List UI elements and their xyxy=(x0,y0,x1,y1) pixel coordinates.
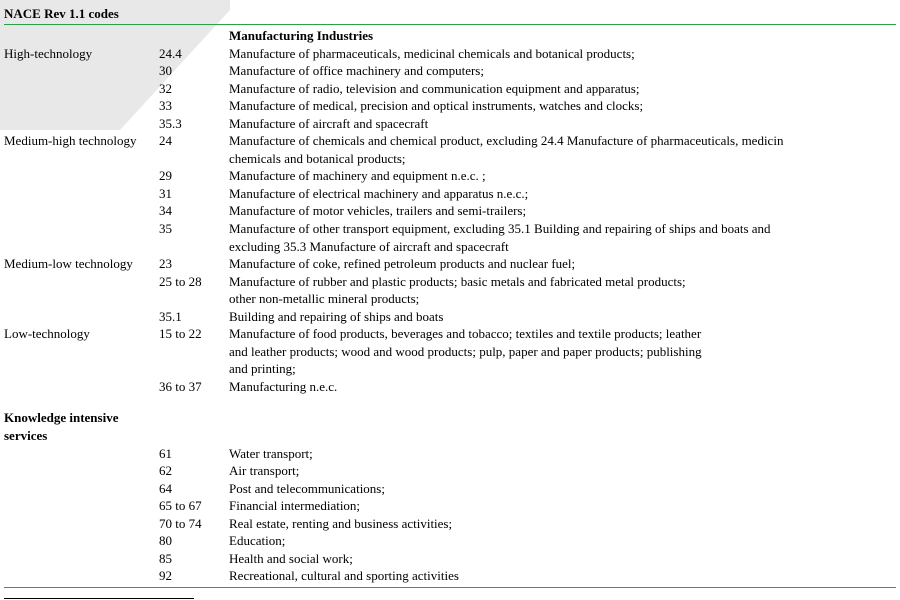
category-cell: Medium-high technology xyxy=(4,132,159,150)
manufacturing-header: Manufacturing Industries xyxy=(229,27,896,45)
code-cell: 24 xyxy=(159,132,229,150)
column-header-row: Manufacturing Industries xyxy=(4,27,896,45)
table-row: 34Manufacture of motor vehicles, trailer… xyxy=(4,202,896,220)
table-row: 31Manufacture of electrical machinery an… xyxy=(4,185,896,203)
description-cell: Manufacture of medical, precision and op… xyxy=(229,97,896,115)
code-cell: 35.1 xyxy=(159,308,229,326)
category-cell: Medium-low technology xyxy=(4,255,159,273)
description-cell: Manufacture of other transport equipment… xyxy=(229,220,896,255)
table-row: 35.3Manufacture of aircraft and spacecra… xyxy=(4,115,896,133)
description-cell: Manufacturing n.e.c. xyxy=(229,378,896,396)
table-row: 35Manufacture of other transport equipme… xyxy=(4,220,896,255)
code-cell: 61 xyxy=(159,445,229,463)
code-cell: 31 xyxy=(159,185,229,203)
table-row: High-technology24.4Manufacture of pharma… xyxy=(4,45,896,63)
code-cell: 64 xyxy=(159,480,229,498)
description-cell: Manufacture of pharmaceuticals, medicina… xyxy=(229,45,896,63)
kis-label: Knowledge intensive xyxy=(4,409,159,427)
table-row: 30Manufacture of office machinery and co… xyxy=(4,62,896,80)
code-cell: 85 xyxy=(159,550,229,568)
table-row: Low-technology 15 to 22Manufacture of fo… xyxy=(4,325,896,378)
table-row: 35.1Building and repairing of ships and … xyxy=(4,308,896,326)
table-row: 25 to 28Manufacture of rubber and plasti… xyxy=(4,273,896,308)
code-cell: 65 to 67 xyxy=(159,497,229,515)
code-cell: 29 xyxy=(159,167,229,185)
kis-header-row-2: services xyxy=(4,427,896,445)
table-row: Medium-low technology23Manufacture of co… xyxy=(4,255,896,273)
code-cell: 30 xyxy=(159,62,229,80)
code-cell: 15 to 22 xyxy=(159,325,229,343)
table-title: NACE Rev 1.1 codes xyxy=(4,6,896,22)
table-row: 61Water transport; xyxy=(4,445,896,463)
description-cell: Water transport; xyxy=(229,445,896,463)
code-cell: 25 to 28 xyxy=(159,273,229,291)
table-row: 65 to 67Financial intermediation; xyxy=(4,497,896,515)
description-cell: Manufacture of rubber and plastic produc… xyxy=(229,273,896,308)
table-row: 36 to 37Manufacturing n.e.c. xyxy=(4,378,896,396)
table-row: 70 to 74Real estate, renting and busines… xyxy=(4,515,896,533)
table-row: 92Recreational, cultural and sporting ac… xyxy=(4,567,896,585)
description-cell: Manufacture of aircraft and spacecraft xyxy=(229,115,896,133)
description-cell: Manufacture of office machinery and comp… xyxy=(229,62,896,80)
description-cell: Manufacture of chemicals and chemical pr… xyxy=(229,132,896,167)
description-cell: Post and telecommunications; xyxy=(229,480,896,498)
table-row: 32Manufacture of radio, television and c… xyxy=(4,80,896,98)
code-cell: 36 to 37 xyxy=(159,378,229,396)
table-row: 62Air transport; xyxy=(4,462,896,480)
description-cell: Manufacture of coke, refined petroleum p… xyxy=(229,255,896,273)
code-cell: 80 xyxy=(159,532,229,550)
code-cell: 33 xyxy=(159,97,229,115)
description-cell: Health and social work; xyxy=(229,550,896,568)
table-row: Medium-high technology24Manufacture of c… xyxy=(4,132,896,167)
table-rule-bottom xyxy=(4,587,896,588)
description-cell: Manufacture of motor vehicles, trailers … xyxy=(229,202,896,220)
table-rule-top xyxy=(4,24,896,25)
table-row: 64Post and telecommunications; xyxy=(4,480,896,498)
description-cell: Recreational, cultural and sporting acti… xyxy=(229,567,896,585)
category-cell: High-technology xyxy=(4,45,159,63)
footnote-rule xyxy=(4,598,194,599)
table-row: 29Manufacture of machinery and equipment… xyxy=(4,167,896,185)
description-cell: Manufacture of food products, beverages … xyxy=(229,325,896,378)
code-cell: 34 xyxy=(159,202,229,220)
description-cell: Air transport; xyxy=(229,462,896,480)
table-row: 85Health and social work; xyxy=(4,550,896,568)
description-cell: Financial intermediation; xyxy=(229,497,896,515)
category-cell: Low-technology xyxy=(4,325,159,343)
table-row: 80Education; xyxy=(4,532,896,550)
kis-label-2: services xyxy=(4,427,159,445)
description-cell: Building and repairing of ships and boat… xyxy=(229,308,896,326)
description-cell: Education; xyxy=(229,532,896,550)
description-cell: Manufacture of radio, television and com… xyxy=(229,80,896,98)
code-cell: 70 to 74 xyxy=(159,515,229,533)
code-cell: 35.3 xyxy=(159,115,229,133)
description-cell: Manufacture of electrical machinery and … xyxy=(229,185,896,203)
code-cell: 35 xyxy=(159,220,229,238)
kis-header-row-1: Knowledge intensive xyxy=(4,409,896,427)
code-cell: 24.4 xyxy=(159,45,229,63)
code-cell: 92 xyxy=(159,567,229,585)
code-cell: 32 xyxy=(159,80,229,98)
description-cell: Real estate, renting and business activi… xyxy=(229,515,896,533)
description-cell: Manufacture of machinery and equipment n… xyxy=(229,167,896,185)
code-cell: 23 xyxy=(159,255,229,273)
code-cell: 62 xyxy=(159,462,229,480)
table-row: 33Manufacture of medical, precision and … xyxy=(4,97,896,115)
